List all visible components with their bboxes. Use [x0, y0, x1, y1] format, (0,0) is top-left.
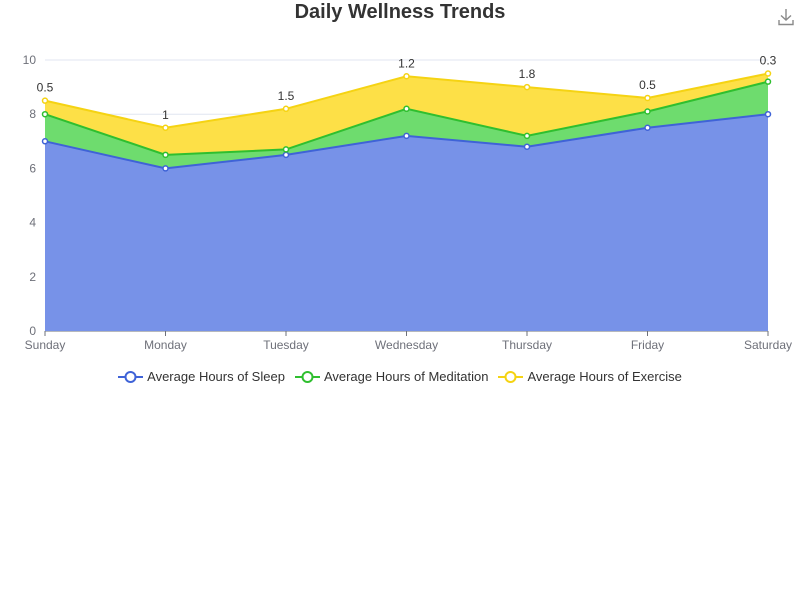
- data-point[interactable]: [644, 94, 651, 102]
- data-point[interactable]: [764, 110, 772, 118]
- x-tick-label: Wednesday: [375, 338, 438, 352]
- legend-label: Average Hours of Exercise: [527, 369, 682, 384]
- legend-label: Average Hours of Meditation: [323, 369, 489, 384]
- y-tick-label: 8: [29, 107, 36, 121]
- legend-item[interactable]: Average Hours of Meditation: [294, 369, 489, 384]
- y-tick-label: 4: [29, 216, 36, 230]
- legend-marker-icon: [118, 370, 144, 383]
- data-point[interactable]: [523, 143, 531, 150]
- data-label: 1: [162, 108, 169, 122]
- data-point[interactable]: [764, 78, 772, 85]
- data-label: 1.2: [398, 56, 415, 70]
- data-point[interactable]: [41, 110, 49, 118]
- data-label: 1.8: [519, 67, 536, 81]
- data-point[interactable]: [282, 151, 290, 159]
- data-point[interactable]: [764, 70, 772, 77]
- data-point[interactable]: [41, 97, 49, 104]
- data-point[interactable]: [162, 151, 169, 159]
- data-point[interactable]: [644, 108, 651, 115]
- data-point[interactable]: [644, 124, 651, 131]
- data-point[interactable]: [282, 105, 290, 113]
- data-point[interactable]: [41, 138, 49, 145]
- download-icon: [778, 9, 794, 26]
- y-tick-label: 6: [29, 161, 36, 175]
- legend: Average Hours of Sleep Average Hours of M…: [0, 369, 800, 384]
- area-0: [45, 114, 768, 331]
- y-tick-label: 2: [29, 270, 36, 284]
- legend-marker-icon: [498, 370, 524, 383]
- x-tick-label: Friday: [631, 338, 664, 352]
- legend-item[interactable]: Average Hours of Sleep: [118, 369, 285, 384]
- data-point[interactable]: [403, 132, 410, 140]
- legend-item[interactable]: Average Hours of Exercise: [498, 369, 682, 384]
- data-point[interactable]: [403, 73, 410, 80]
- data-point[interactable]: [162, 165, 169, 172]
- x-tick-label: Thursday: [502, 338, 552, 352]
- y-tick-label: 10: [23, 53, 37, 67]
- x-tick-label: Sunday: [25, 338, 66, 352]
- data-label: 0.5: [639, 78, 656, 92]
- area-2: [45, 73, 768, 155]
- download-button[interactable]: [775, 6, 797, 28]
- legend-marker-icon: [294, 370, 320, 383]
- data-label: 1.5: [278, 89, 295, 103]
- data-label: 0.5: [37, 81, 54, 95]
- x-tick-label: Tuesday: [263, 338, 309, 352]
- area-1: [45, 81, 768, 169]
- legend-label: Average Hours of Sleep: [147, 369, 285, 384]
- data-point[interactable]: [523, 83, 531, 91]
- x-tick-label: Saturday: [744, 338, 792, 352]
- x-tick-label: Monday: [144, 338, 187, 352]
- data-point[interactable]: [282, 146, 290, 153]
- y-tick-label: 0: [29, 324, 36, 338]
- data-label: 0.3: [760, 54, 777, 68]
- data-point[interactable]: [162, 124, 169, 131]
- data-point[interactable]: [403, 105, 410, 113]
- chart-title: Daily Wellness Trends: [294, 1, 506, 23]
- data-point[interactable]: [523, 132, 531, 140]
